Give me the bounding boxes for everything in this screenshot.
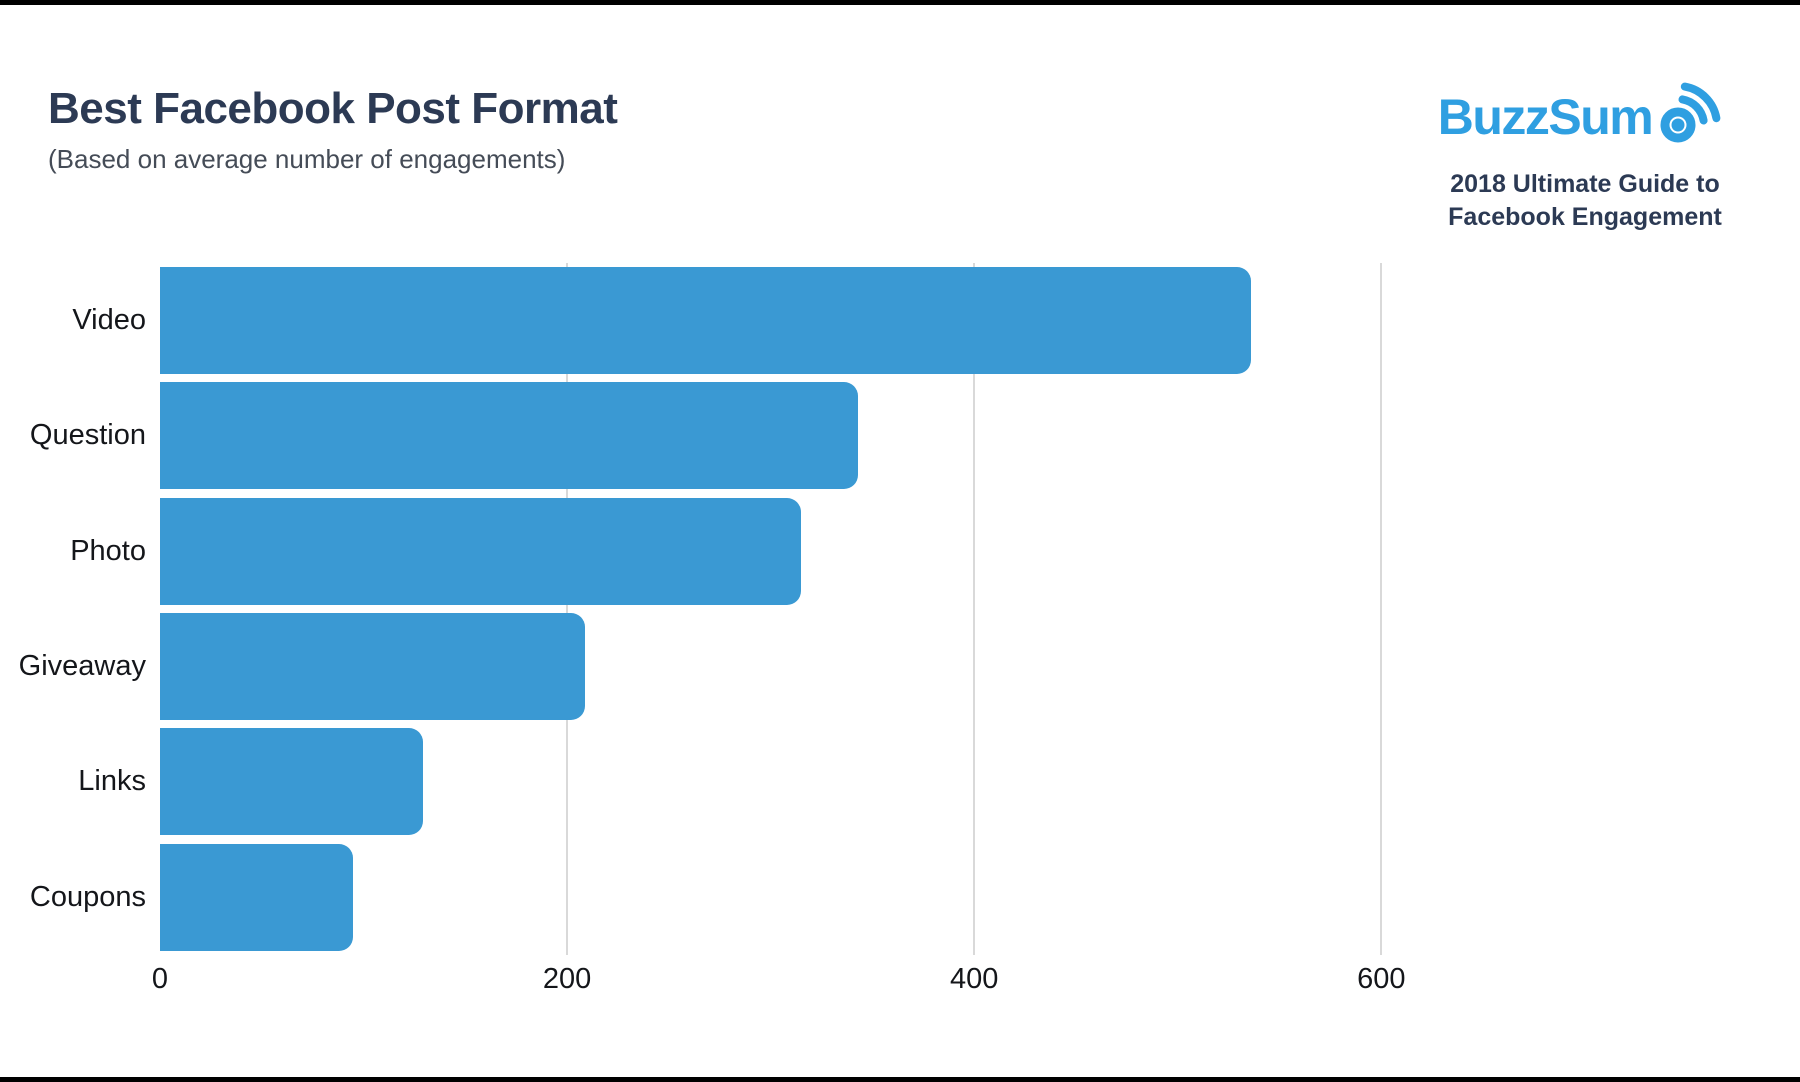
brand-tagline: 2018 Ultimate Guide to Facebook Engageme… (1410, 168, 1760, 234)
bar-video (160, 267, 1252, 375)
bars-container (160, 263, 1422, 955)
gridline-200 (566, 263, 569, 955)
category-label-links: Links (78, 765, 146, 798)
page-title: Best Facebook Post Format (48, 84, 618, 133)
bar-row-coupons (160, 840, 1422, 955)
logo-text: BuzzSum (1437, 89, 1654, 145)
tagline-line-1: 2018 Ultimate Guide to (1450, 170, 1720, 198)
brand-block: BuzzSum 2018 Ultimate Guide to Facebook … (1410, 80, 1760, 234)
bar-chart: Video Question Photo Giveaway Links Coupons 0… (0, 263, 1480, 1043)
x-tick-200: 200 (542, 963, 592, 995)
bar-row-links (160, 724, 1422, 839)
bar-links (160, 728, 423, 836)
bar-giveaway (160, 613, 586, 721)
bar-question (160, 382, 859, 490)
bottom-border-strip (0, 1077, 1800, 1082)
category-label-giveaway: Giveaway (18, 650, 146, 683)
radar-o-icon (1660, 82, 1721, 143)
bar-row-photo (160, 494, 1422, 609)
plot-area (160, 263, 1422, 955)
bar-row-question (160, 378, 1422, 493)
gridline-400 (973, 263, 976, 955)
bar-photo (160, 497, 802, 605)
bar-row-video (160, 263, 1422, 378)
x-tick-400: 400 (949, 963, 999, 995)
top-border-strip (0, 0, 1800, 5)
category-label-coupons: Coupons (29, 880, 146, 913)
tagline-line-2: Facebook Engagement (1448, 203, 1722, 231)
buzzsumo-logo: BuzzSum (1410, 80, 1760, 146)
category-labels: Video Question Photo Giveaway Links Coupons (0, 263, 146, 955)
category-label-question: Question (29, 419, 146, 452)
category-label-photo: Photo (70, 534, 146, 567)
page-subtitle: (Based on average number of engagements) (48, 144, 566, 174)
bar-row-giveaway (160, 609, 1422, 724)
x-axis: 0 200 400 600 (152, 963, 1422, 1003)
x-tick-0: 0 (151, 963, 169, 995)
header: Best Facebook Post Format (Based on aver… (48, 84, 618, 175)
x-tick-600: 600 (1357, 963, 1406, 995)
category-label-video: Video (72, 304, 146, 337)
bar-coupons (160, 843, 354, 951)
gridline-600 (1380, 263, 1383, 955)
